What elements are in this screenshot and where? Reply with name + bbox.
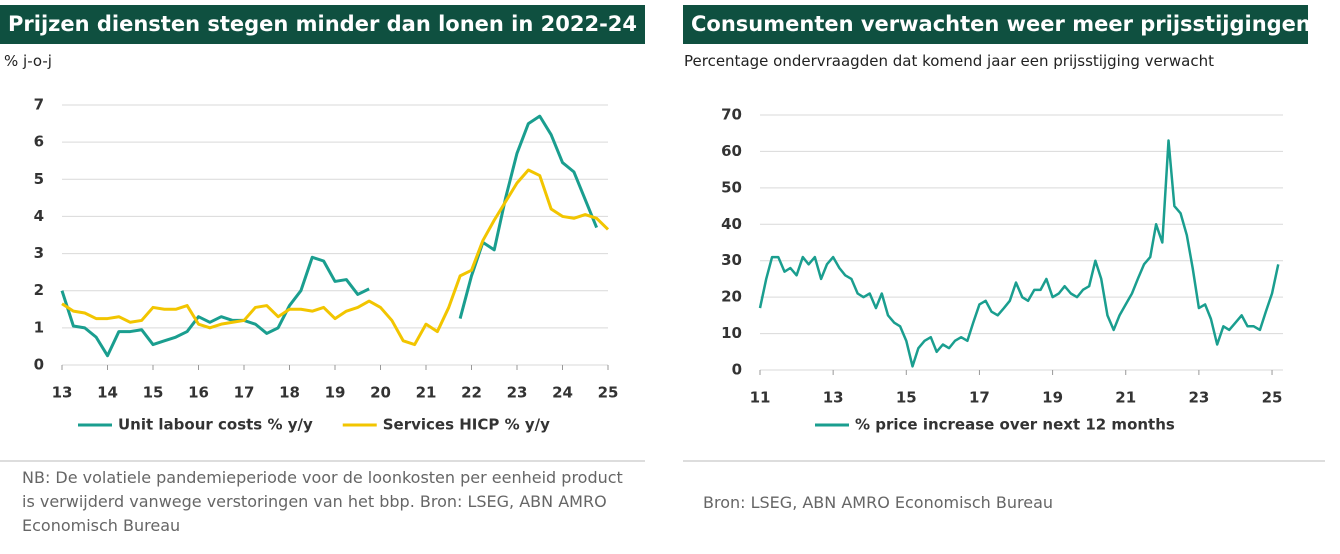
y-tick-label: 7: [34, 96, 44, 114]
x-tick-label: 13: [823, 389, 844, 407]
y-tick-label: 2: [34, 281, 44, 299]
x-tick-label: 20: [370, 384, 391, 402]
x-tick-label: 13: [52, 384, 73, 402]
y-tick-label: 20: [721, 288, 742, 306]
series-line: [61, 168, 610, 347]
x-tick-label: 11: [750, 389, 771, 407]
x-tick-label: 19: [325, 384, 346, 402]
note: NB: De volatiele pandemieperiode voor de…: [22, 468, 623, 535]
note: Bron: LSEG, ABN AMRO Economisch Bureau: [703, 493, 1054, 512]
x-tick-label: 15: [143, 384, 164, 402]
y-tick-label: 70: [721, 106, 742, 124]
x-tick-label: 17: [969, 389, 990, 407]
y-tick-label: 50: [721, 178, 742, 196]
y-tick-label: 4: [34, 207, 44, 225]
x-tick-label: 22: [461, 384, 482, 402]
series-line: [758, 139, 1280, 368]
x-tick-label: 14: [97, 384, 118, 402]
x-tick-label: 21: [1115, 389, 1136, 407]
y-tick-label: 5: [34, 170, 44, 188]
x-tick-label: 23: [1188, 389, 1209, 407]
x-tick-label: 19: [1042, 389, 1063, 407]
y-tick-label: 30: [721, 251, 742, 269]
legend-label: % price increase over next 12 months: [855, 416, 1175, 434]
y-tick-label: 0: [732, 361, 742, 379]
y-tick-label: 40: [721, 215, 742, 233]
legend-label: Services HICP % y/y: [383, 416, 550, 434]
y-tick-label: 1: [34, 318, 44, 336]
y-tick-label: 3: [34, 244, 44, 262]
x-tick-label: 23: [507, 384, 528, 402]
x-tick-label: 18: [279, 384, 300, 402]
x-tick-label: 25: [598, 384, 619, 402]
y-tick-label: 60: [721, 142, 742, 160]
y-unit-label: % j-o-j: [4, 52, 52, 70]
chart-title: Prijzen diensten stegen minder dan lonen…: [0, 5, 645, 44]
legend-label: Unit labour costs % y/y: [118, 416, 313, 434]
y-tick-label: 0: [34, 356, 44, 374]
x-tick-label: 15: [896, 389, 917, 407]
x-tick-label: 24: [552, 384, 573, 402]
chart-title: Consumenten verwachten weer meer prijsst…: [683, 5, 1311, 44]
y-tick-label: 10: [721, 324, 742, 342]
x-tick-label: 21: [416, 384, 437, 402]
y-tick-label: 6: [34, 133, 44, 151]
x-tick-label: 17: [234, 384, 255, 402]
subtitle: Percentage ondervraagden dat komend jaar…: [684, 52, 1214, 70]
x-tick-label: 16: [188, 384, 209, 402]
x-tick-label: 25: [1262, 389, 1283, 407]
